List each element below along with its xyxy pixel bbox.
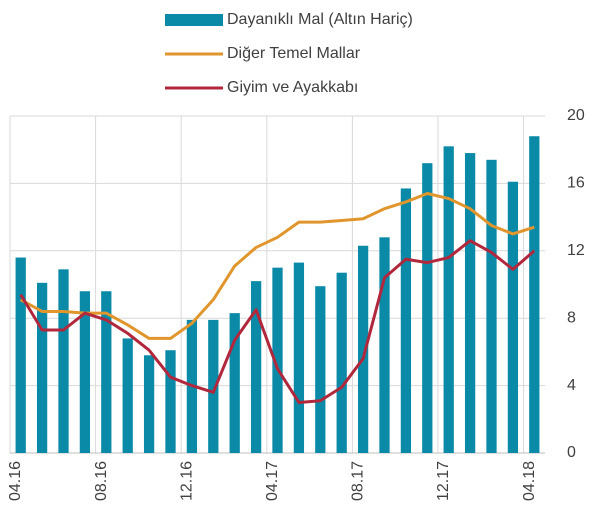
y-tick-label: 20: [567, 107, 585, 124]
x-tick-label: 04.17: [264, 461, 281, 501]
bar: [315, 286, 326, 453]
bar: [357, 245, 369, 453]
x-tick-label: 12.17: [435, 461, 452, 501]
legend-label: Diğer Temel Mallar: [227, 45, 361, 62]
x-tick-label: 08.16: [93, 461, 110, 501]
legend-label: Dayanıklı Mal (Altın Hariç): [227, 11, 413, 28]
bar: [464, 153, 476, 453]
bar: [507, 181, 519, 453]
x-tick-label: 08.17: [350, 461, 367, 501]
bar: [122, 338, 133, 453]
y-tick-label: 8: [567, 309, 576, 326]
bar: [529, 136, 540, 453]
bar: [143, 355, 155, 453]
bar: [443, 146, 454, 453]
bar: [336, 272, 347, 453]
line: [19, 239, 536, 404]
y-tick-label: 4: [567, 377, 576, 394]
legend-label: Giyim ve Ayakkabı: [227, 79, 358, 96]
y-tick-label: 16: [567, 175, 585, 192]
bar: [58, 269, 69, 453]
bar: [486, 159, 497, 453]
y-tick-label: 12: [567, 242, 585, 259]
bar: [250, 281, 262, 453]
bar: [229, 313, 240, 453]
bar: [422, 163, 433, 453]
y-tick-label: 0: [567, 444, 576, 461]
bar: [15, 257, 26, 453]
bar: [400, 188, 412, 453]
bar: [165, 350, 176, 453]
bar: [293, 262, 305, 453]
x-tick-label: 12.16: [178, 461, 195, 501]
legend-swatch: [165, 14, 223, 26]
x-tick-label: 04.16: [7, 461, 24, 501]
bar: [208, 319, 219, 453]
x-tick-label: 04.18: [521, 461, 538, 501]
bar: [79, 291, 91, 453]
bar: [36, 282, 48, 453]
bar: [101, 291, 112, 453]
line: [19, 192, 535, 340]
bar: [272, 267, 283, 453]
bar: [379, 237, 390, 453]
